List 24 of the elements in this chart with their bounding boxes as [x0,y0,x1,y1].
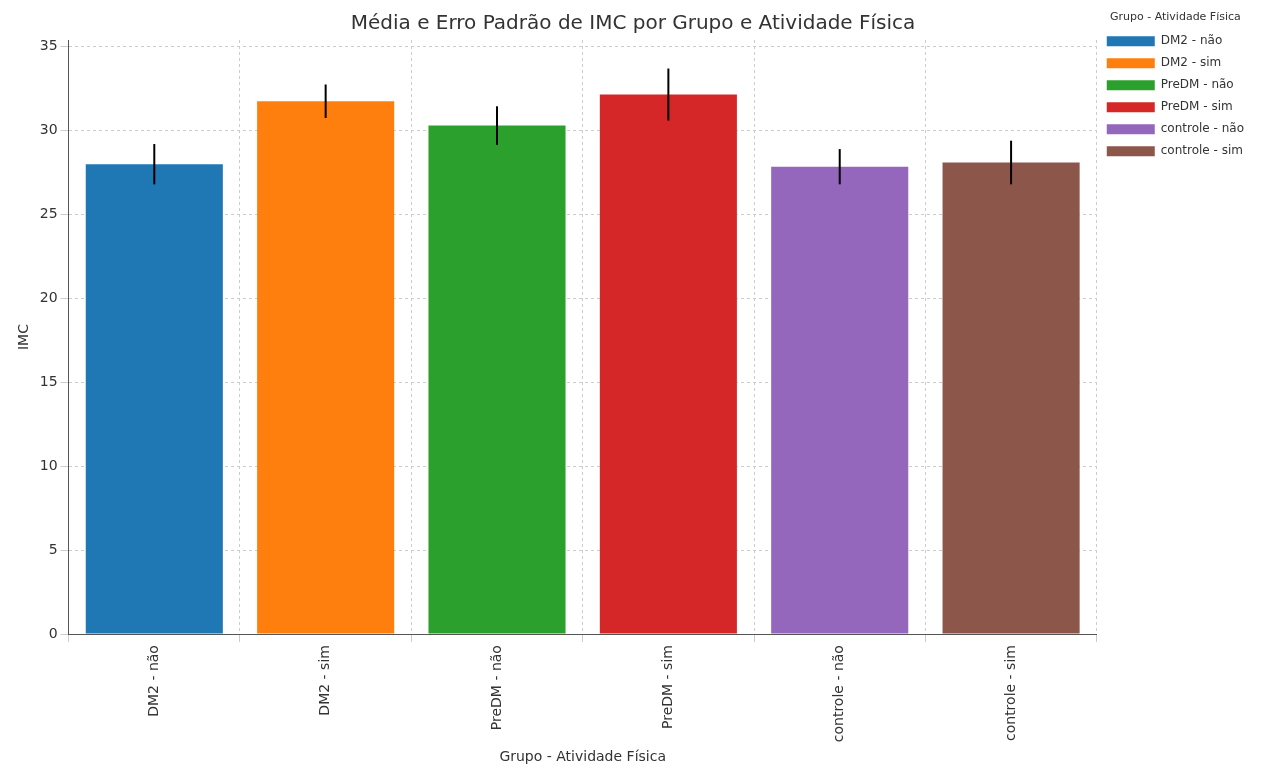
y-tick-label: 30 [39,121,58,138]
y-tick-label: 10 [39,456,58,473]
y-tick-label: 5 [48,540,58,557]
legend-label: PreDM - não [1160,77,1234,92]
x-tick-label: PreDM - sim [659,645,676,729]
legend-label: controle - sim [1160,143,1243,158]
y-tick-label: 25 [39,205,58,222]
y-tick-label: 0 [48,624,58,641]
y-tick-label: 20 [39,289,58,306]
chart-title: Média e Erro Padrão de IMC por Grupo e Atividade Física [350,10,916,35]
x-axis-title: Grupo - Atividade Física [499,748,666,765]
legend-title: Grupo - Atividade Física [1109,10,1241,24]
y-tick-label: 35 [39,37,58,54]
x-tick-label: controle - sim [1001,645,1018,742]
legend-label: controle - não [1160,121,1245,136]
legend-label: DM2 - sim [1160,55,1222,70]
x-tick-label: PreDM - não [487,645,504,731]
x-tick-label: DM2 - sim [316,645,333,716]
legend-label: PreDM - sim [1160,99,1233,114]
x-tick-label: controle - não [830,645,847,743]
legend-label: DM2 - não [1160,33,1223,48]
y-tick-label: 15 [39,373,58,389]
x-tick-label: DM2 - não [144,645,161,717]
y-axis-title: IMC [15,323,32,351]
